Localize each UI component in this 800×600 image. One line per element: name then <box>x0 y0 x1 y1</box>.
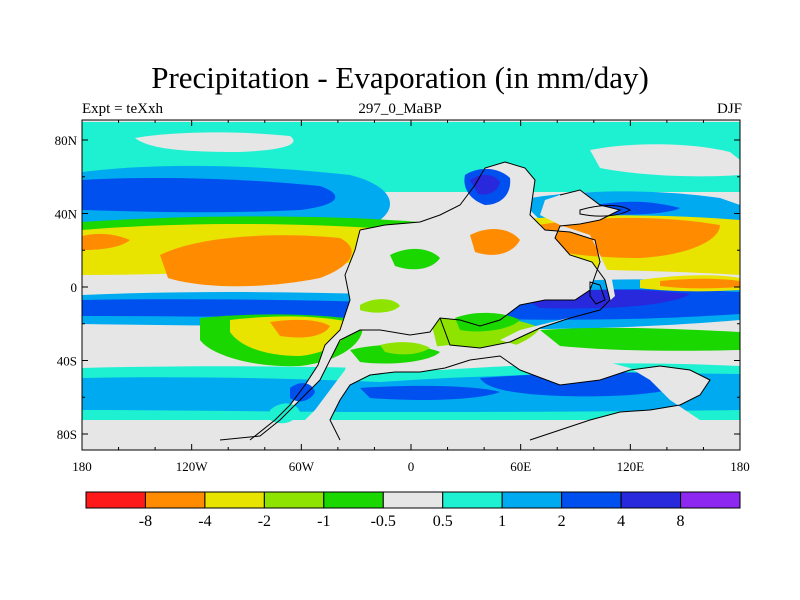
y-axis-ticks: 80N 40N 0 40S 80S <box>55 133 740 442</box>
x-tick-label: 120W <box>176 459 209 474</box>
coastline-6 <box>579 205 631 217</box>
colorbar-swatch <box>382 491 444 509</box>
subtropic-n-orange-east <box>520 217 720 258</box>
coastline-4 <box>469 355 711 441</box>
map-title: Precipitation - Evaporation (in mm/day) <box>151 60 649 95</box>
coastline-5 <box>329 359 471 441</box>
colorbar-swatch <box>680 491 741 509</box>
x-tick-label: 180 <box>72 459 92 474</box>
field-layer <box>82 120 740 450</box>
band-north-gray-patch <box>135 132 294 152</box>
colorbar-swatch <box>620 491 682 509</box>
land-gray <box>220 162 740 440</box>
colorbar-swatch <box>204 491 265 509</box>
subtropic-s-orange <box>270 319 330 338</box>
colorbar-label: 4 <box>617 513 625 530</box>
colorbar-label: 8 <box>677 513 685 530</box>
colorbar-label: -8 <box>139 513 152 530</box>
colorbar-swatch <box>442 491 503 509</box>
storm-track-s-blue-2 <box>360 385 500 400</box>
colorbar: -8 -4 -2 -1 -0.5 0.5 1 2 4 8 <box>85 491 741 530</box>
colorbar-swatch <box>501 491 563 509</box>
y-tick-label: 80S <box>57 427 77 442</box>
colorbar-swatch <box>561 491 622 509</box>
x-axis-ticks: 180 120W 60W 0 60E 120E 180 <box>72 120 750 474</box>
subtropic-s-green-3 <box>540 327 740 351</box>
colorbar-label: 2 <box>558 513 566 530</box>
season-label: DJF <box>716 101 742 117</box>
colorbar-label: 0.5 <box>433 513 453 530</box>
colorbar-swatch <box>263 491 325 509</box>
y-tick-label: 40N <box>55 207 78 222</box>
x-tick-label: 120E <box>617 459 645 474</box>
x-tick-label: 180 <box>730 459 750 474</box>
time-label: 297_0_MaBP <box>358 101 442 117</box>
land-interior-green <box>390 248 440 270</box>
coastline <box>219 161 601 441</box>
colorbar-label: -1 <box>317 513 330 530</box>
colorbar-swatch <box>144 491 206 509</box>
subtropic-n-orange-central <box>160 235 352 287</box>
storm-track-north-blue <box>82 178 336 213</box>
land-east-orange <box>470 228 520 255</box>
x-tick-label: 0 <box>408 459 415 474</box>
equator-east-orange <box>660 278 740 289</box>
colorbar-label: -4 <box>198 513 211 530</box>
subtropic-n-orange-west <box>82 233 130 250</box>
coastline-2 <box>249 229 361 441</box>
coastline-3 <box>439 189 622 349</box>
colorbar-swatch <box>323 491 384 509</box>
experiment-label: Expt = teXxh <box>82 101 163 117</box>
land-interior-ygreen <box>360 299 400 313</box>
y-tick-label: 80N <box>55 133 78 148</box>
coastline-7 <box>589 281 606 305</box>
colorbar-label: -2 <box>258 513 271 530</box>
y-tick-label: 0 <box>71 280 78 295</box>
colorbar-label: 1 <box>498 513 506 530</box>
y-tick-label: 40S <box>57 354 77 369</box>
land-south-ygreen <box>380 342 430 355</box>
x-tick-label: 60W <box>289 459 315 474</box>
band-north-gray-patch-2 <box>590 144 740 177</box>
storm-track-s-blue <box>480 372 700 397</box>
colorbar-label: -0.5 <box>371 513 396 530</box>
x-tick-label: 60E <box>510 459 531 474</box>
land-sw-cyan <box>270 403 300 424</box>
colorbar-swatch <box>85 491 146 509</box>
